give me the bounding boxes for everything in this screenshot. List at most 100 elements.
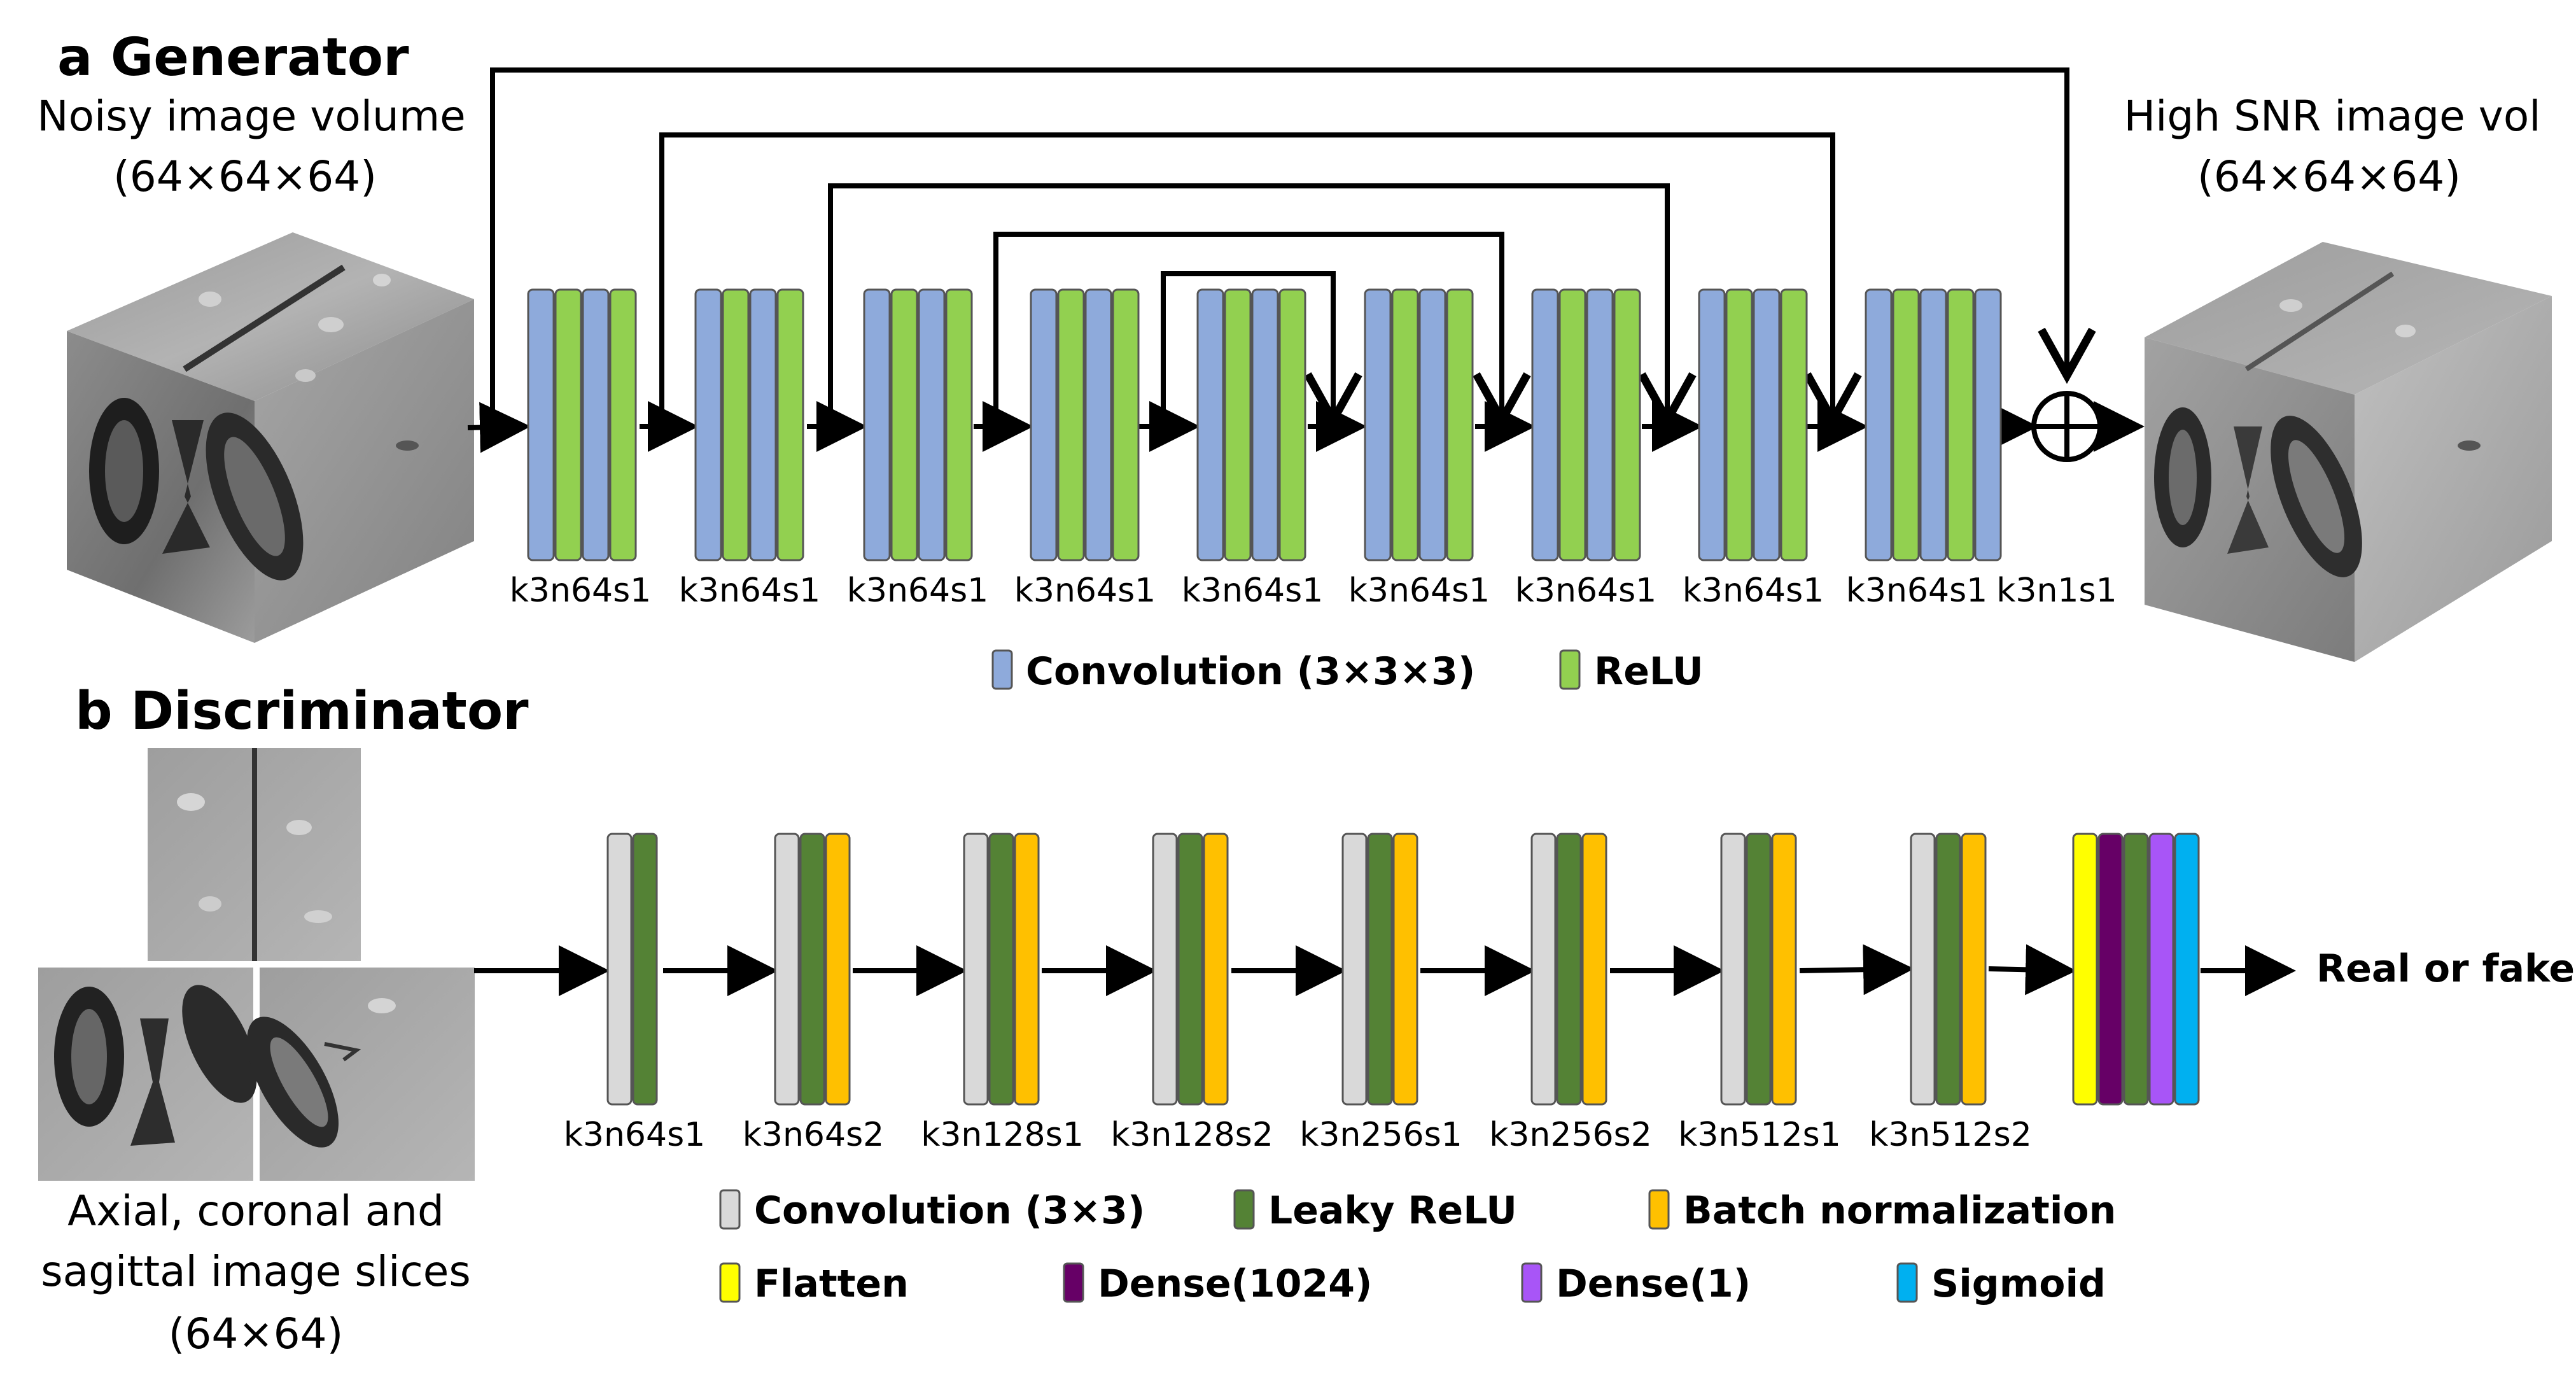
generator-layer-relu	[609, 288, 637, 561]
generator-layer-relu	[1446, 288, 1474, 561]
generator-block-label: k3n64s1	[1182, 572, 1324, 610]
generator-block-label: k3n64s1	[847, 572, 989, 610]
generator-output-caption-line1: High SNR image vol	[2124, 92, 2540, 141]
discriminator-input-caption-line3: (64×64)	[169, 1309, 344, 1358]
legend-label-leaky-relu: Leaky ReLU	[1268, 1188, 1517, 1233]
generator-layer-convolution	[863, 288, 891, 561]
generator-layer-relu	[1391, 288, 1419, 561]
generator-block-label: k3n64s1	[1348, 572, 1490, 610]
discriminator-input-caption-line1: Axial, coronal and	[67, 1186, 444, 1236]
discriminator-layer-conv2d	[963, 833, 989, 1106]
noisy-input-volume-image	[67, 232, 474, 643]
generator-layer-relu	[1057, 288, 1085, 561]
generator-layer-relu	[554, 288, 582, 561]
legend-swatch-convolution	[991, 649, 1013, 690]
legend-label-convolution: Convolution (3×3×3)	[1026, 649, 1475, 694]
generator-layer-relu	[890, 288, 918, 561]
discriminator-input-caption-line2: sagittal image slices	[41, 1247, 470, 1296]
generator-layer-relu	[1725, 288, 1753, 561]
generator-layer-convolution	[1364, 288, 1392, 561]
legend-label-batch-norm: Batch normalization	[1683, 1188, 2116, 1233]
discriminator-layer-flatten	[2072, 833, 2098, 1106]
discriminator-layer-leaky-relu	[1935, 833, 1961, 1106]
discriminator-layer-conv2d	[1341, 833, 1368, 1106]
discriminator-layer-leaky-relu	[1367, 833, 1393, 1106]
legend-swatch-flatten	[719, 1262, 741, 1303]
discriminator-blocks	[606, 833, 2200, 1106]
generator-title: a Generator	[57, 27, 409, 88]
discriminator-layer-leaky-relu	[1177, 833, 1203, 1106]
generator-legend: Convolution (3×3×3) ReLU	[991, 649, 1704, 694]
skip-connection-4	[1161, 271, 1362, 429]
discriminator-layer-batch-norm	[825, 833, 851, 1106]
discriminator-layer-conv2d	[1530, 833, 1557, 1106]
generator-layer-convolution	[918, 288, 946, 561]
legend-swatch-relu	[1559, 649, 1581, 690]
legend-label-dense1: Dense(1)	[1556, 1262, 1751, 1306]
generator-layer-convolution	[1753, 288, 1781, 561]
generator-layer-convolution	[1865, 288, 1893, 561]
generator-block-label: k3n64s1	[679, 572, 821, 610]
generator-layer-convolution	[1030, 288, 1058, 561]
legend-label-dense1024: Dense(1024)	[1098, 1262, 1372, 1306]
discriminator-input-slices	[38, 748, 475, 1181]
discriminator-layer-leaky-relu	[2123, 833, 2149, 1106]
legend-label-flatten: Flatten	[754, 1262, 909, 1306]
generator-layer-convolution	[582, 288, 610, 561]
discriminator-layer-conv2d	[1152, 833, 1178, 1106]
legend-swatch-batch-norm	[1648, 1189, 1670, 1230]
generator-layer-relu	[776, 288, 804, 561]
flow-arrow	[1799, 944, 1914, 996]
generator-skip-connections	[490, 67, 2096, 429]
generator-flow	[467, 391, 2145, 462]
generator-layer-relu	[1224, 288, 1252, 561]
skip-connection-1	[659, 132, 1862, 429]
generator-layer-relu	[1947, 288, 1975, 561]
legend-label-conv2d: Convolution (3×3)	[754, 1188, 1145, 1233]
discriminator-block-label: k3n256s2	[1489, 1116, 1652, 1154]
discriminator-layer-batch-norm	[1203, 833, 1229, 1106]
discriminator-layer-batch-norm	[1771, 833, 1797, 1106]
generator-layer-convolution	[1196, 288, 1224, 561]
discriminator-flow	[474, 944, 2296, 996]
generator-layer-convolution	[1698, 288, 1726, 561]
discriminator-layer-conv2d	[1720, 833, 1746, 1106]
legend-swatch-dense1	[1521, 1262, 1543, 1303]
discriminator-layer-conv2d	[774, 833, 800, 1106]
discriminator-layer-leaky-relu	[988, 833, 1014, 1106]
generator-block-label: k3n64s1	[1515, 572, 1657, 610]
discriminator-layer-leaky-relu	[632, 833, 658, 1106]
discriminator-layer-leaky-relu	[1746, 833, 1772, 1106]
discriminator-block-label: k3n512s2	[1869, 1116, 2032, 1154]
generator-block-label: k3n64s1	[510, 572, 652, 610]
generator-block-label: k3n64s1	[1846, 572, 1988, 610]
generator-blocks	[527, 288, 2002, 561]
generator-block-label: k3n64s1	[1683, 572, 1824, 610]
discriminator-block-label: k3n64s2	[743, 1116, 885, 1154]
legend-swatch-conv2d	[719, 1189, 741, 1230]
flow-arrow	[1988, 944, 2076, 996]
discriminator-layer-leaky-relu	[799, 833, 825, 1106]
generator-layer-convolution	[527, 288, 555, 561]
generator-layer-relu	[945, 288, 973, 561]
generator-input-caption-line2: (64×64×64)	[113, 152, 377, 201]
discriminator-layer-batch-norm	[1392, 833, 1418, 1106]
generator-layer-convolution	[694, 288, 722, 561]
high-snr-output-volume-image	[2145, 242, 2552, 662]
skip-connection-2	[828, 183, 1697, 429]
legend-label-sigmoid: Sigmoid	[1931, 1262, 2106, 1306]
discriminator-block-label: k3n128s2	[1110, 1116, 1273, 1154]
legend-swatch-dense1024	[1063, 1262, 1084, 1303]
generator-layer-convolution	[1084, 288, 1112, 561]
generator-layer-convolution	[1418, 288, 1446, 561]
generator-layer-relu	[1613, 288, 1641, 561]
generator-layer-relu	[1278, 288, 1306, 561]
discriminator-layer-leaky-relu	[1556, 833, 1582, 1106]
discriminator-layer-batch-norm	[1014, 833, 1040, 1106]
discriminator-layer-batch-norm	[1961, 833, 1987, 1106]
discriminator-layer-sigmoid	[2174, 833, 2200, 1106]
discriminator-block-labels: k3n64s1 k3n64s2 k3n128s1 k3n128s2 k3n256…	[564, 1116, 2032, 1154]
discriminator-block-label: k3n64s1	[564, 1116, 706, 1154]
generator-layer-convolution	[1586, 288, 1614, 561]
